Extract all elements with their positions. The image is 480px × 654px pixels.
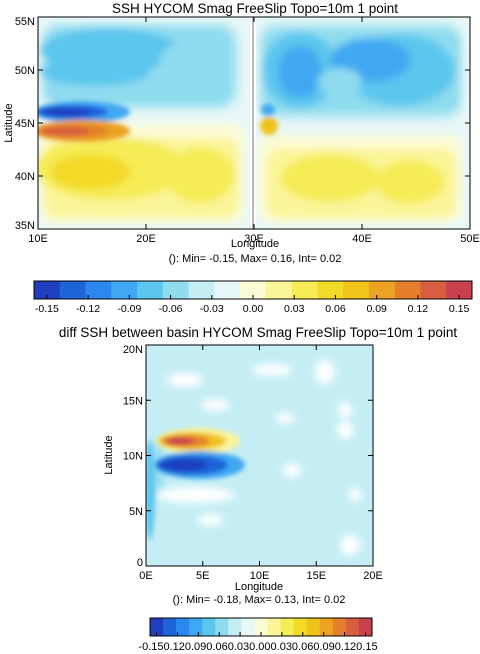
chart-1-colorbar-swatch: [188, 281, 215, 299]
chart-1-colorbar-label: -0.03: [200, 303, 224, 315]
chart-1-colorbar-label: 0.06: [325, 303, 346, 315]
chart-1-xtick-label: 30E: [244, 233, 264, 245]
chart-2-colorbar-swatch: [176, 618, 190, 636]
chart-2-colorbar-swatch: [332, 618, 347, 636]
chart-2-colorbar-swatch: [241, 618, 255, 636]
chart-1-colorbar-swatch: [265, 281, 293, 299]
chart-1-xtick-label: 40E: [352, 233, 372, 245]
chart-2-colorbar-swatch: [306, 618, 321, 636]
chart-1-colorbar-swatch: [420, 281, 447, 299]
chart-1-title: SSH HYCOM Smag FreeSlip Topo=10m 1 point: [112, 1, 398, 16]
chart-2-xlabel: Longitude: [235, 581, 283, 593]
chart-2-ylabel: Latitude: [103, 435, 115, 474]
chart-1-axes: 10E 20E 30E 40E 50E 35N 40N 45N 50N 55N: [15, 16, 480, 245]
chart-1-colorbar-label: 0.00: [243, 303, 264, 315]
chart-1: SSH HYCOM Smag FreeSlip Topo=10m 1 point: [3, 1, 480, 315]
chart-2-xtick-label: 15E: [306, 570, 326, 582]
chart-2-colorbar-swatch: [345, 618, 360, 636]
chart-1-colorbar-swatch: [162, 281, 190, 299]
chart-1-colorbar-swatch: [368, 281, 396, 299]
chart-2-colorbar-swatch: [267, 618, 282, 636]
chart-1-colorbar-swatch: [446, 281, 473, 299]
chart-1-colorbar-swatch: [343, 281, 370, 299]
chart-1-ytick-label: 55N: [15, 16, 35, 28]
chart-1-ylabel: Latitude: [3, 103, 15, 142]
chart-2-colorbar-swatch: [228, 618, 242, 636]
chart-2-xtick-label: 5E: [196, 570, 209, 582]
chart-1-colorbar-swatch: [291, 281, 318, 299]
chart-2-colorbar-swatch: [280, 618, 295, 636]
chart-1-colorbar-swatch: [214, 281, 241, 299]
chart-1-colorbar-label: 0.15: [449, 303, 470, 315]
chart-1-colorbar-label: -0.06: [159, 303, 183, 315]
chart-1-colorbar-swatch: [394, 281, 421, 299]
chart-2-xtick-label: 20E: [363, 570, 383, 582]
chart-1-colorbar-swatch: [111, 281, 138, 299]
chart-2-colorbar-swatch: [150, 618, 164, 636]
chart-2-ytick-label: 15N: [123, 395, 143, 407]
chart-1-ytick-label: 40N: [15, 171, 35, 183]
chart-1-colorbar: -0.15 -0.12 -0.09 -0.06 -0.03 0.00 0.03 0.06 0.0…: [33, 280, 473, 315]
chart-1-colorbar-swatch: [85, 281, 112, 299]
chart-2-colorbar-labels: -0.150.120.090.060.030.000.030.060.090.1…: [138, 641, 377, 653]
chart-2-xtick-label: 10E: [250, 570, 270, 582]
chart-2-colorbar-swatch: [202, 618, 216, 636]
chart-2-axes: 0E 5E 10E 15E 20E 0 5N 10N 15N 20N: [123, 344, 383, 582]
chart-2-ytick-label: 5N: [129, 506, 143, 518]
chart-1-xlabel: Longitude: [231, 238, 279, 250]
chart-1-colorbar-swatch: [137, 281, 164, 299]
chart-1-stats: (): Min= -0.15, Max= 0.16, Int= 0.02: [169, 253, 342, 265]
chart-2-colorbar-swatch: [254, 618, 269, 636]
chart-1-heatmap: [38, 17, 470, 229]
chart-1-colorbar-label: 0.03: [284, 303, 305, 315]
chart-1-colorbar-swatch: [59, 281, 87, 299]
chart-2-colorbar-swatch: [189, 618, 203, 636]
chart-2-colorbar: [149, 617, 373, 637]
chart-2-ytick-label: 0: [137, 557, 143, 569]
chart-2-ytick-label: 10N: [123, 451, 143, 463]
chart-1-colorbar-label: -0.09: [117, 303, 141, 315]
chart-1-colorbar-swatch: [317, 281, 344, 299]
chart-2-colorbar-swatch: [163, 618, 177, 636]
chart-1-ytick-label: 45N: [15, 118, 35, 130]
chart-2: diff SSH between basin HYCOM Smag FreeSl…: [59, 325, 458, 653]
chart-1-colorbar-swatch: [34, 281, 61, 299]
chart-1-colorbar-label: 0.09: [366, 303, 387, 315]
chart-1-xtick-label: 20E: [136, 233, 156, 245]
chart-2-colorbar-swatch: [358, 618, 373, 636]
chart-1-ytick-label: 35N: [15, 220, 35, 232]
chart-1-colorbar-label: -0.12: [76, 303, 100, 315]
chart-2-colorbar-swatch: [319, 618, 334, 636]
chart-1-ytick-label: 50N: [15, 65, 35, 77]
chart-2-xtick-label: 0E: [139, 570, 152, 582]
chart-2-stats: (): Min= -0.18, Max= 0.13, Int= 0.02: [173, 594, 346, 606]
chart-2-ytick-label: 20N: [123, 344, 143, 356]
chart-2-title: diff SSH between basin HYCOM Smag FreeSl…: [59, 325, 458, 340]
chart-1-colorbar-label: 0.12: [408, 303, 429, 315]
chart-1-xtick-label: 50E: [460, 233, 480, 245]
chart-2-heatmap: [146, 345, 373, 566]
chart-1-colorbar-swatch: [240, 281, 267, 299]
chart-2-colorbar-swatch: [215, 618, 229, 636]
chart-1-colorbar-label: -0.15: [35, 303, 59, 315]
chart-1-xtick-label: 10E: [28, 233, 48, 245]
chart-2-colorbar-swatch: [293, 618, 308, 636]
